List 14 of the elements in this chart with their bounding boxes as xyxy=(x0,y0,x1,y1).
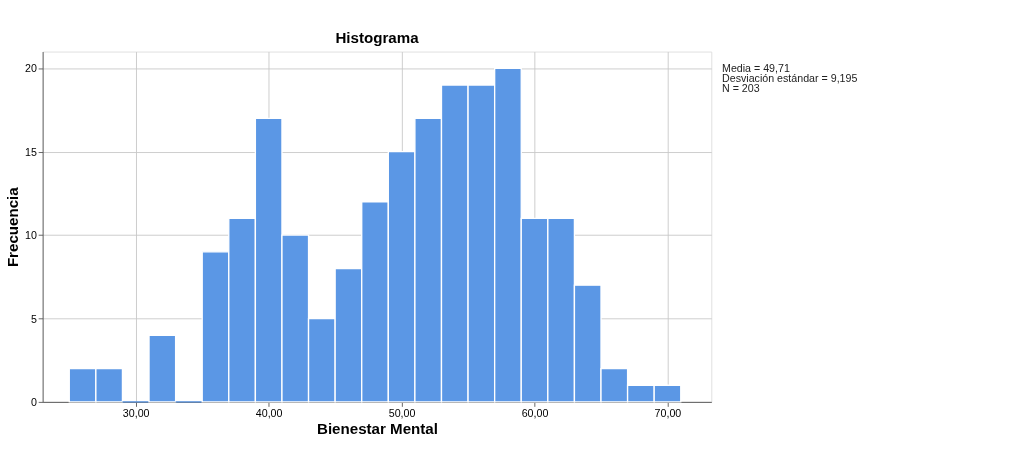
y-axis-title: Frecuencia xyxy=(3,186,21,268)
y-tick-label: 0 xyxy=(30,395,37,408)
x-tick-label: 50,00 xyxy=(388,406,416,419)
chart-title: Histograma xyxy=(335,28,420,46)
y-tick-label: 10 xyxy=(25,229,37,242)
y-tick-label: 15 xyxy=(25,145,37,158)
x-tick-label: 30,00 xyxy=(122,406,150,419)
y-tick-label: 20 xyxy=(25,62,37,75)
y-tick-label: 5 xyxy=(30,312,37,325)
x-tick-label: 60,00 xyxy=(521,406,549,419)
x-tick-label: 40,00 xyxy=(255,406,283,419)
text: N = 203 xyxy=(722,81,760,94)
x-tick-label: 70,00 xyxy=(654,406,682,419)
x-axis-title: Bienestar Mental xyxy=(316,419,438,437)
